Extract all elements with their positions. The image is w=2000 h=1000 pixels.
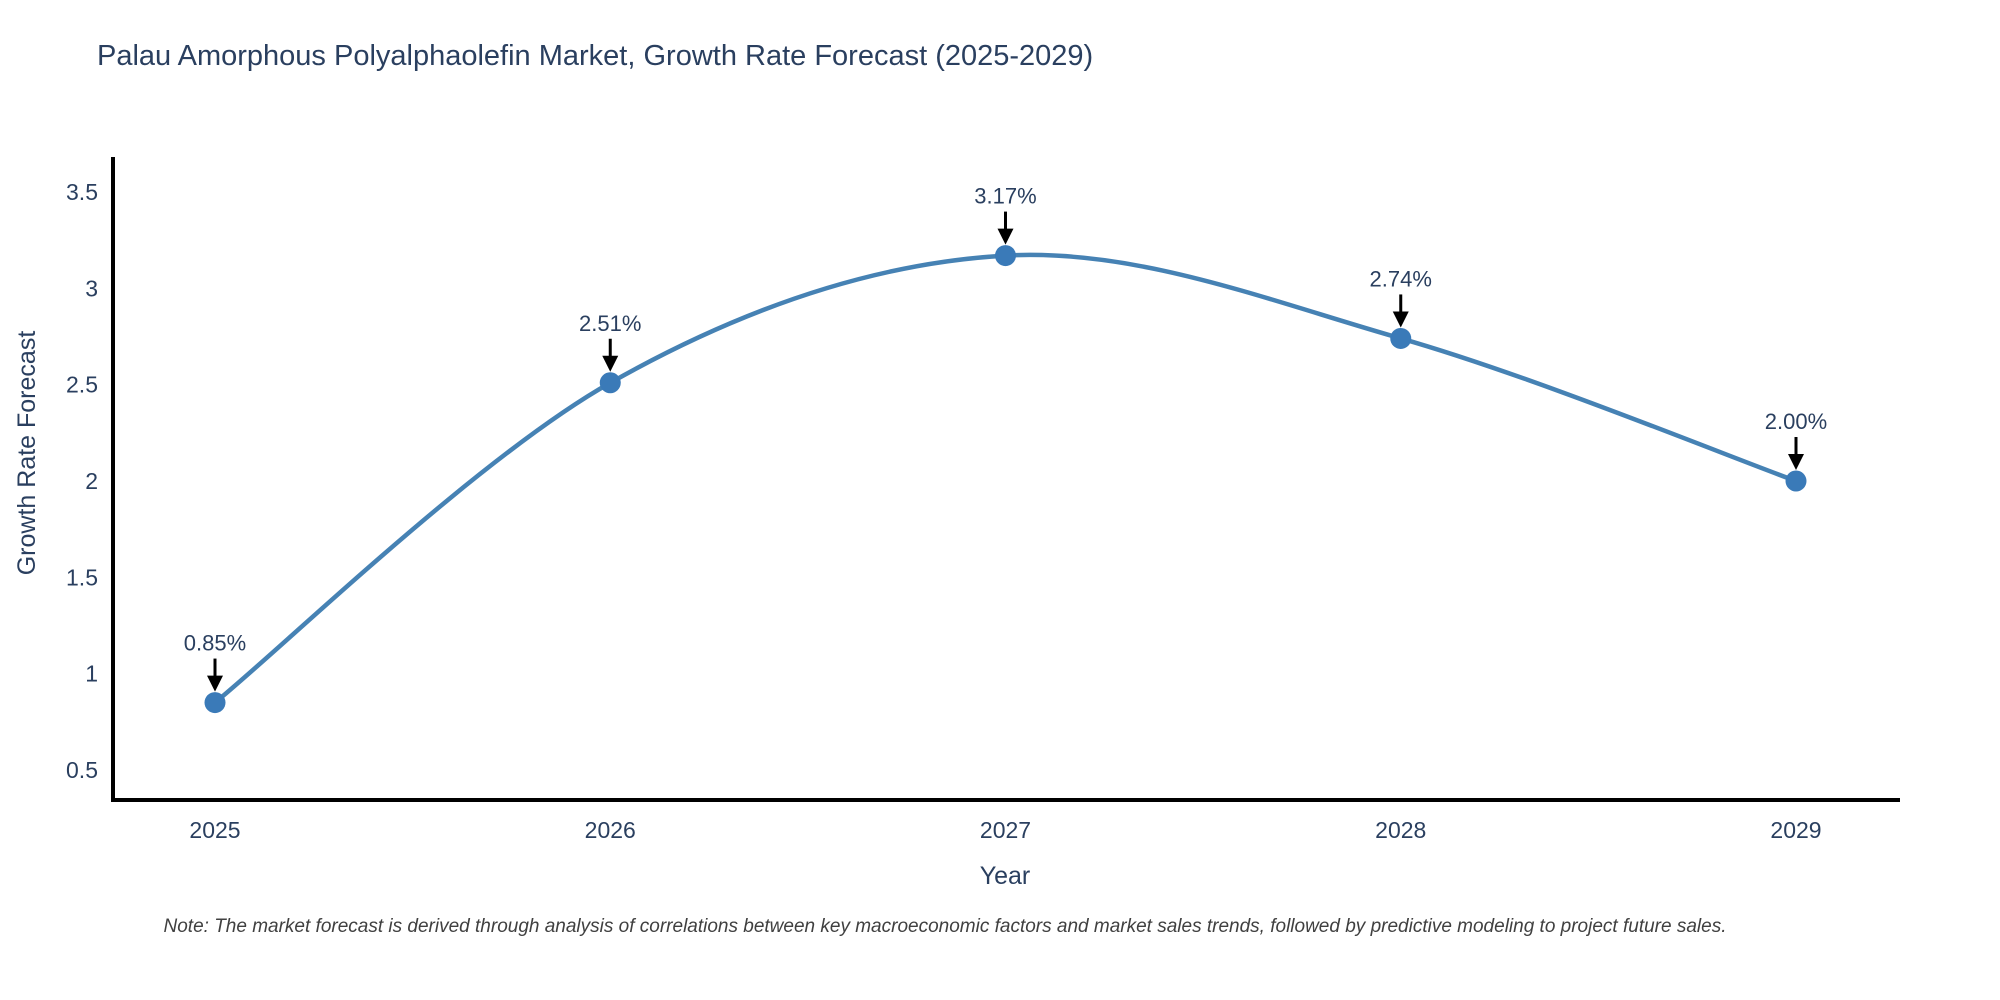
line-series <box>204 245 1807 714</box>
y-tick-label: 1 <box>85 661 98 687</box>
axis-tick-labels: 0.5 1 1.5 2 2.5 3 3.5 2025 2026 2027 2028 2029 <box>66 179 1822 843</box>
annotation-label: 0.85% <box>184 631 246 656</box>
annotation-arrowhead-icon <box>602 355 619 372</box>
footnote: Note: The market forecast is derived thr… <box>163 916 1727 937</box>
annotation-arrowhead-icon <box>207 675 223 692</box>
annotation-arrowhead-icon <box>1392 311 1409 328</box>
x-tick-label: 2029 <box>1770 817 1821 843</box>
data-point-marker[interactable] <box>995 245 1016 267</box>
forecast-line <box>212 252 1799 705</box>
annotation-label: 2.51% <box>579 311 641 336</box>
annotation-arrowhead-icon <box>997 228 1014 245</box>
x-axis-title: Year <box>979 862 1031 890</box>
y-tick-label: 3 <box>85 275 98 301</box>
annotation-label: 2.74% <box>1370 266 1432 291</box>
chart-title: Palau Amorphous Polyalphaolefin Market, … <box>97 40 1094 72</box>
y-tick-label: 0.5 <box>66 757 98 783</box>
x-tick-label: 2026 <box>585 817 636 843</box>
y-tick-label: 2 <box>85 468 98 494</box>
data-point-marker[interactable] <box>204 692 226 714</box>
data-point-marker[interactable] <box>599 372 621 394</box>
x-tick-label: 2028 <box>1375 817 1426 843</box>
data-point-marker[interactable] <box>1785 470 1807 492</box>
y-tick-label: 3.5 <box>66 179 98 205</box>
point-annotations: 0.85% 2.51% 3.17% 2.74% 2.00% <box>184 184 1827 692</box>
x-tick-label: 2027 <box>980 817 1031 843</box>
annotation-arrowhead-icon <box>1788 454 1804 471</box>
data-point-marker[interactable] <box>1390 327 1412 349</box>
y-tick-label: 2.5 <box>66 372 98 398</box>
x-tick-label: 2025 <box>189 817 240 843</box>
annotation-label: 3.17% <box>974 184 1036 209</box>
annotation-label: 2.00% <box>1765 409 1827 434</box>
y-tick-label: 1.5 <box>66 564 98 590</box>
